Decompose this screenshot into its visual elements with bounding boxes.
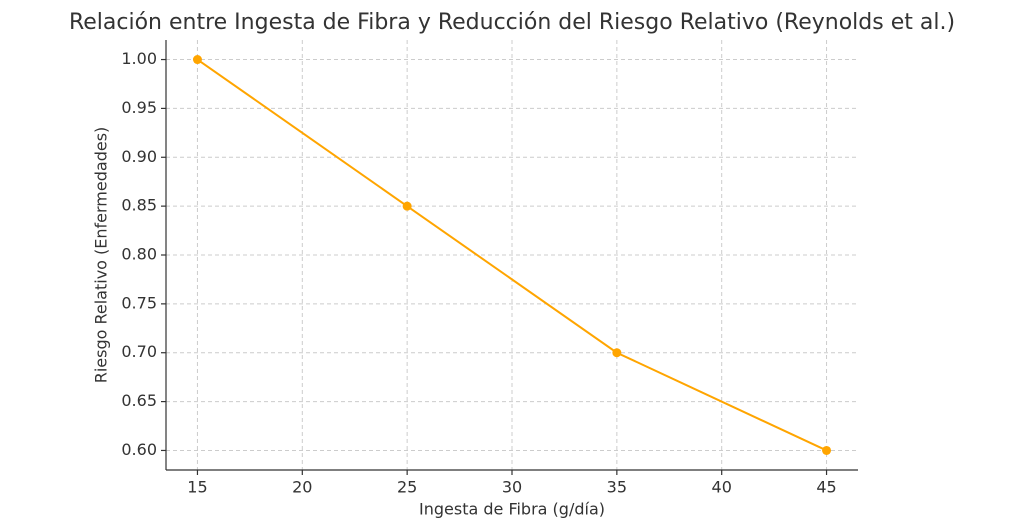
data-point <box>822 445 832 455</box>
x-axis-label: Ingesta de Fibra (g/día) <box>419 500 605 519</box>
x-tick-label: 40 <box>712 478 732 497</box>
y-tick-label: 0.95 <box>121 98 157 117</box>
chart-title: Relación entre Ingesta de Fibra y Reducc… <box>69 10 955 35</box>
data-point <box>402 201 412 211</box>
y-tick-label: 0.80 <box>121 245 157 264</box>
y-axis-label: Riesgo Relativo (Enfermedades) <box>92 127 111 384</box>
data-point <box>612 348 622 358</box>
data-line <box>196 58 827 452</box>
y-tick-label: 0.90 <box>121 147 157 166</box>
y-tick-label: 0.60 <box>121 440 157 459</box>
x-tick-label: 25 <box>397 478 417 497</box>
y-tick-label: 0.70 <box>121 342 157 361</box>
x-tick-label: 15 <box>187 478 207 497</box>
y-tick-label: 0.75 <box>121 293 157 312</box>
y-tick-label: 0.65 <box>121 391 157 410</box>
x-tick-label: 30 <box>502 478 522 497</box>
y-tick-label: 1.00 <box>121 49 157 68</box>
x-tick-label: 20 <box>292 478 312 497</box>
x-tick-label: 45 <box>816 478 836 497</box>
x-tick-label: 35 <box>607 478 627 497</box>
y-tick-label: 0.85 <box>121 196 157 215</box>
data-point <box>192 55 202 65</box>
